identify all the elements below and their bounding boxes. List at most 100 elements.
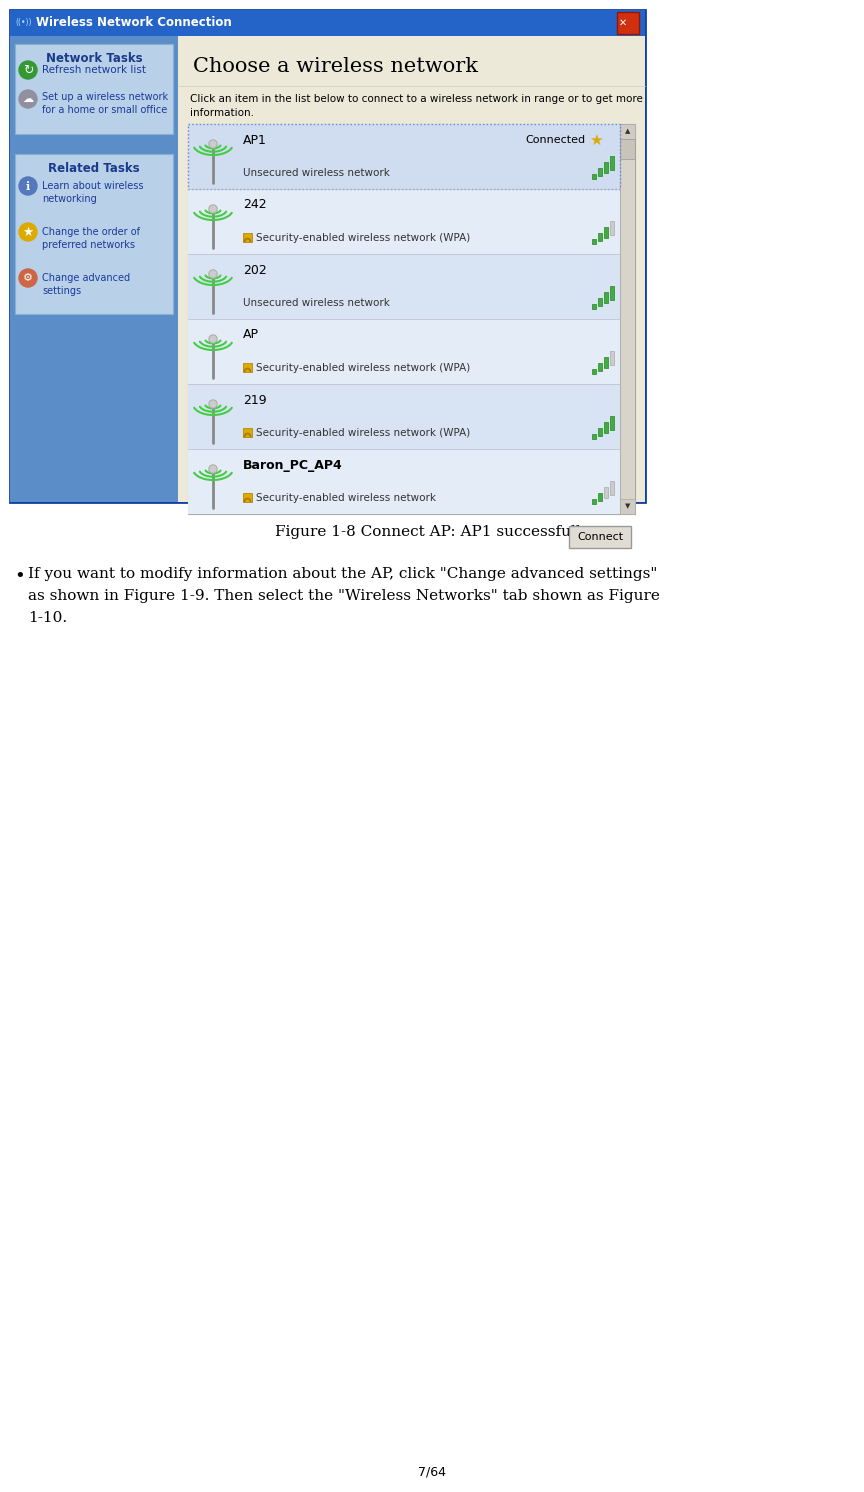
Bar [617, 12, 639, 34]
Bar [188, 449, 620, 515]
Circle shape [210, 336, 216, 342]
Bar [604, 486, 608, 498]
Bar [10, 10, 645, 36]
Text: ★: ★ [589, 133, 602, 148]
Bar [604, 422, 608, 433]
Circle shape [19, 222, 37, 242]
Text: 242: 242 [243, 198, 267, 212]
Bar [604, 163, 608, 173]
Bar [620, 124, 635, 139]
Text: ☁: ☁ [22, 94, 34, 104]
Bar [592, 175, 596, 179]
Bar [592, 369, 596, 374]
Bar [15, 43, 173, 134]
Bar [620, 498, 635, 515]
Bar [188, 124, 635, 515]
Circle shape [209, 270, 217, 278]
Text: Security-enabled wireless network (WPA): Security-enabled wireless network (WPA) [256, 363, 470, 373]
Text: Related Tasks: Related Tasks [48, 161, 140, 175]
Bar [598, 492, 602, 501]
Bar [10, 36, 645, 501]
Text: Set up a wireless network
for a home or small office: Set up a wireless network for a home or … [42, 93, 168, 115]
Bar [610, 351, 614, 366]
Text: Change the order of
preferred networks: Change the order of preferred networks [42, 227, 140, 251]
Text: Figure 1-8 Connect AP: AP1 successfully: Figure 1-8 Connect AP: AP1 successfully [275, 525, 589, 539]
Circle shape [19, 269, 37, 286]
Bar [610, 480, 614, 495]
Bar [243, 233, 252, 242]
FancyBboxPatch shape [569, 527, 631, 548]
Circle shape [209, 466, 217, 473]
Bar [10, 10, 645, 501]
Circle shape [210, 142, 216, 148]
Text: i: i [26, 181, 30, 191]
Text: 1-10.: 1-10. [28, 612, 67, 625]
Text: information.: information. [190, 107, 254, 118]
Bar [604, 292, 608, 303]
Text: AP: AP [243, 328, 259, 342]
Text: Connect: Connect [577, 533, 623, 542]
Circle shape [210, 401, 216, 407]
Bar [620, 139, 635, 160]
Circle shape [19, 178, 37, 195]
Text: as shown in Figure 1-9. Then select the "Wireless Networks" tab shown as Figure: as shown in Figure 1-9. Then select the … [28, 589, 660, 603]
Text: 7/64: 7/64 [418, 1465, 446, 1479]
Text: Baron_PC_AP4: Baron_PC_AP4 [243, 458, 343, 471]
Bar [15, 154, 173, 313]
Bar [592, 498, 596, 504]
Bar [604, 227, 608, 239]
Bar [620, 124, 635, 515]
Text: Security-enabled wireless network (WPA): Security-enabled wireless network (WPA) [256, 428, 470, 439]
Bar [188, 254, 620, 319]
Bar [592, 434, 596, 439]
Circle shape [19, 90, 37, 107]
Bar [243, 428, 252, 437]
Bar [610, 416, 614, 430]
Bar [598, 169, 602, 176]
Text: ★: ★ [22, 225, 34, 239]
Bar [592, 239, 596, 245]
Text: Security-enabled wireless network (WPA): Security-enabled wireless network (WPA) [256, 233, 470, 243]
Text: Connected: Connected [525, 134, 585, 145]
Bar [592, 304, 596, 309]
Bar [188, 124, 620, 189]
Bar [243, 363, 252, 372]
Text: ▲: ▲ [625, 128, 630, 134]
Text: Unsecured wireless network: Unsecured wireless network [243, 169, 390, 178]
Text: ((•)): ((•)) [16, 18, 32, 27]
Text: AP1: AP1 [243, 133, 267, 146]
Circle shape [209, 204, 217, 213]
Text: Change advanced
settings: Change advanced settings [42, 273, 130, 297]
Bar [188, 189, 620, 254]
Bar [610, 157, 614, 170]
Text: ↻: ↻ [22, 64, 33, 76]
Text: Click an item in the list below to connect to a wireless network in range or to : Click an item in the list below to conne… [190, 94, 643, 104]
Text: Choose a wireless network: Choose a wireless network [193, 57, 478, 76]
Circle shape [209, 400, 217, 407]
Bar [604, 357, 608, 369]
Text: Refresh network list: Refresh network list [42, 66, 146, 75]
Circle shape [209, 336, 217, 343]
Circle shape [19, 61, 37, 79]
Circle shape [209, 140, 217, 148]
Circle shape [210, 206, 216, 212]
Bar [598, 428, 602, 436]
Text: ✕: ✕ [619, 18, 627, 28]
Bar [188, 319, 620, 383]
Text: ▼: ▼ [625, 503, 630, 509]
Bar [610, 286, 614, 300]
Text: 219: 219 [243, 394, 267, 406]
Bar [243, 492, 252, 501]
Text: Learn about wireless
networking: Learn about wireless networking [42, 181, 143, 204]
Text: 202: 202 [243, 264, 267, 276]
Circle shape [210, 272, 216, 278]
Text: ⚙: ⚙ [23, 273, 33, 283]
Bar [188, 124, 620, 189]
Circle shape [210, 466, 216, 471]
Text: Security-enabled wireless network: Security-enabled wireless network [256, 492, 436, 503]
Text: If you want to modify information about the AP, click "Change advanced settings": If you want to modify information about … [28, 567, 658, 580]
Bar [10, 36, 178, 501]
Text: •: • [14, 567, 25, 585]
Bar [598, 363, 602, 372]
Bar [598, 298, 602, 306]
